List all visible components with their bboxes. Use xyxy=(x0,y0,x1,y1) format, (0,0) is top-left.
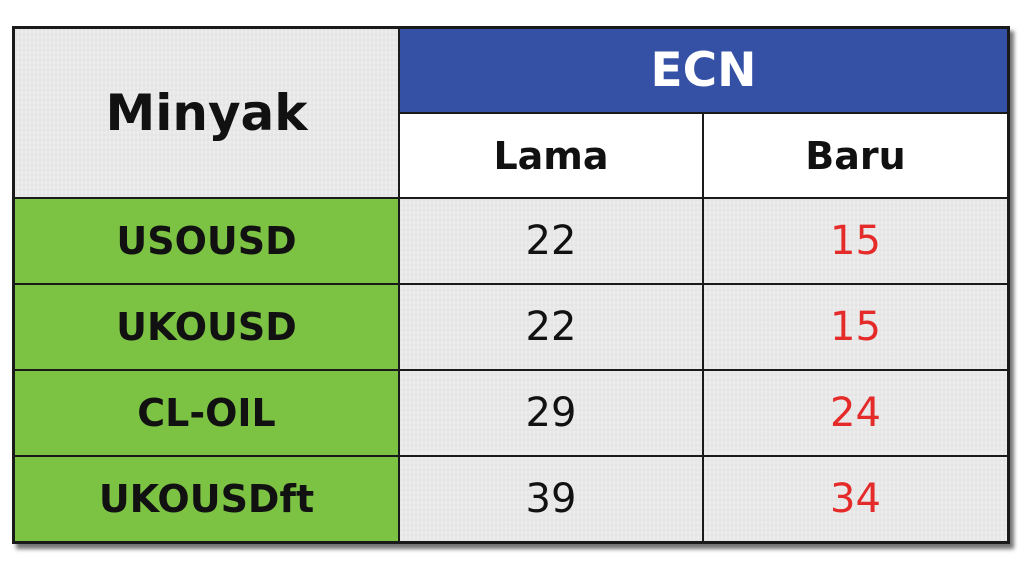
instrument-cell: USOUSD xyxy=(15,197,400,285)
lama-value: 22 xyxy=(398,197,704,285)
baru-value: 15 xyxy=(702,197,1007,285)
subheader-lama: Lama xyxy=(399,112,704,199)
lama-value: 22 xyxy=(398,283,704,371)
pricing-card: Minyak ECN Lama Baru USOUSD 22 15 UKOUSD… xyxy=(12,26,1010,544)
subheader-baru: Baru xyxy=(702,112,1007,199)
ecn-header: ECN xyxy=(398,29,1007,114)
lama-value: 29 xyxy=(398,369,704,457)
subheader-row: Lama Baru xyxy=(15,112,1007,199)
pricing-table: Minyak ECN Lama Baru USOUSD 22 15 UKOUSD… xyxy=(15,29,1007,541)
lama-value: 39 xyxy=(398,455,704,541)
header-row: Minyak ECN xyxy=(15,29,1007,199)
table-row: UKOUSDft 39 34 xyxy=(15,455,1007,541)
corner-label: Minyak xyxy=(15,29,400,199)
table-row: USOUSD 22 15 xyxy=(15,197,1007,285)
instrument-cell: CL-OIL xyxy=(15,369,400,457)
baru-value: 34 xyxy=(702,455,1007,541)
table-row: UKOUSD 22 15 xyxy=(15,283,1007,371)
table-row: CL-OIL 29 24 xyxy=(15,369,1007,457)
baru-value: 24 xyxy=(702,369,1007,457)
instrument-cell: UKOUSD xyxy=(15,283,400,371)
baru-value: 15 xyxy=(702,283,1007,371)
instrument-cell: UKOUSDft xyxy=(15,455,400,541)
